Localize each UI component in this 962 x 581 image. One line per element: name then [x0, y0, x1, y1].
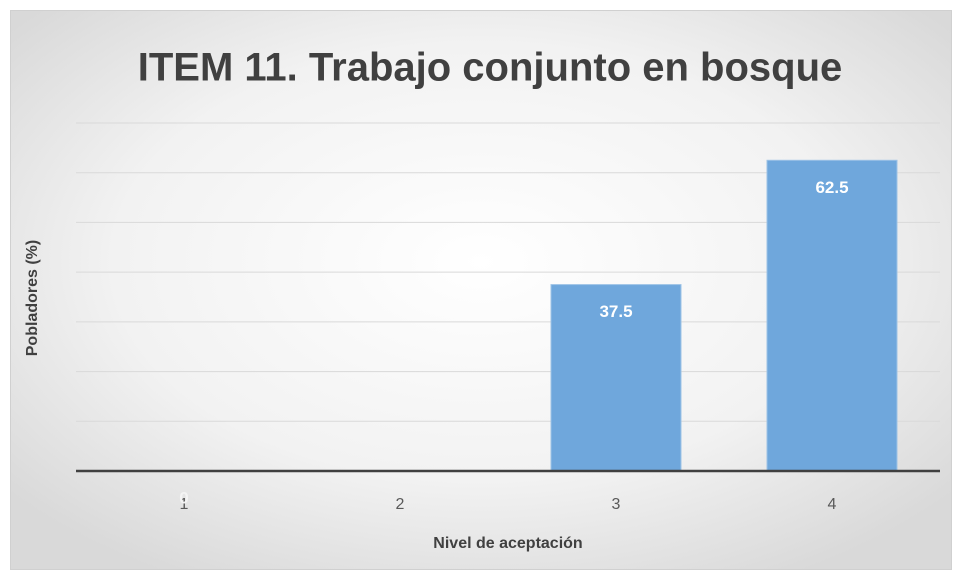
data-label: 37.5 — [599, 302, 632, 321]
data-label: 62.5 — [815, 178, 848, 197]
x-tick-label: 3 — [612, 496, 621, 513]
chart-title: ITEM 11. Trabajo conjunto en bosque — [138, 46, 843, 90]
bar — [766, 159, 898, 472]
x-tick-label: 1 — [180, 496, 189, 513]
x-tick-label: 2 — [396, 496, 405, 513]
y-axis-label: Pobladores (%) — [24, 240, 41, 356]
x-axis-label: Nivel de aceptación — [433, 535, 582, 552]
bar — [550, 284, 682, 472]
x-tick-label: 4 — [828, 496, 837, 513]
data-label: 0 — [179, 488, 188, 507]
